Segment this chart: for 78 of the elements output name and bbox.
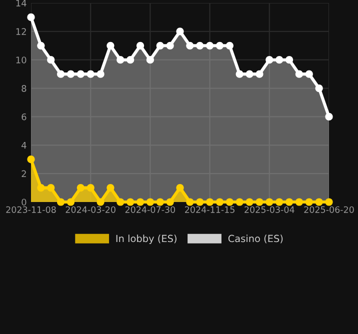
point	[156, 42, 164, 50]
point	[37, 184, 45, 192]
point	[116, 56, 124, 64]
point	[246, 198, 254, 206]
point	[236, 70, 244, 78]
legend-label: Casino (ES)	[228, 234, 283, 244]
point	[126, 56, 134, 64]
x-tick-label: 2024-07-30	[125, 206, 176, 213]
point	[226, 42, 234, 50]
point	[216, 198, 224, 206]
point	[305, 198, 313, 206]
point	[166, 42, 174, 50]
point	[146, 198, 154, 206]
y-tick-label: 12	[16, 28, 26, 35]
point	[305, 70, 313, 78]
point	[295, 198, 304, 206]
point	[166, 198, 174, 206]
point	[106, 184, 114, 192]
point	[156, 198, 164, 206]
y-tick-label: 10	[16, 56, 26, 64]
point	[285, 56, 294, 64]
point	[285, 198, 294, 206]
y-tick-label: 8	[22, 85, 26, 92]
point	[325, 112, 333, 121]
point	[106, 42, 114, 50]
point	[86, 70, 94, 78]
point	[315, 84, 323, 92]
x-tick-label: 2025-06-20	[304, 206, 354, 213]
x-tick-label: 2023-11-08	[6, 206, 56, 213]
point	[66, 70, 75, 78]
x-tick-label: 2024-03-20	[66, 206, 116, 213]
point	[266, 56, 274, 64]
point	[256, 198, 264, 206]
y-tick-label: 0	[22, 198, 26, 206]
point	[96, 198, 104, 206]
x-tick-label: 2024-11-15	[185, 206, 234, 213]
point	[216, 42, 224, 50]
point	[27, 156, 35, 164]
point	[136, 198, 144, 206]
point	[176, 184, 184, 192]
point	[196, 198, 204, 206]
point	[315, 198, 323, 206]
y-tick-label: 6	[22, 113, 26, 120]
point	[256, 70, 264, 78]
point	[246, 70, 254, 78]
y-tick-label: 2	[22, 170, 26, 177]
point	[226, 198, 234, 206]
point	[276, 56, 284, 64]
point	[96, 70, 104, 78]
point	[186, 198, 194, 206]
point	[295, 70, 304, 78]
point	[206, 198, 214, 206]
point	[66, 198, 75, 206]
point	[27, 13, 35, 22]
point	[47, 56, 55, 64]
point	[146, 56, 154, 64]
x-tick-label: 2025-03-04	[244, 206, 294, 213]
point	[206, 42, 214, 50]
point	[47, 184, 55, 192]
point	[136, 42, 144, 50]
point	[236, 198, 244, 206]
point	[56, 198, 65, 206]
point	[76, 184, 84, 192]
point	[37, 42, 45, 50]
y-tick-label: 4	[22, 142, 26, 149]
point	[186, 42, 194, 50]
point	[276, 198, 284, 206]
point	[176, 28, 184, 36]
legend-label: In lobby (ES)	[116, 234, 176, 244]
point	[56, 70, 65, 78]
point	[325, 198, 333, 206]
point	[196, 42, 204, 50]
point	[76, 70, 84, 78]
point	[126, 198, 134, 206]
point	[116, 198, 124, 206]
point	[266, 198, 274, 206]
point	[86, 184, 94, 192]
y-tick-label: 14	[16, 0, 26, 6]
